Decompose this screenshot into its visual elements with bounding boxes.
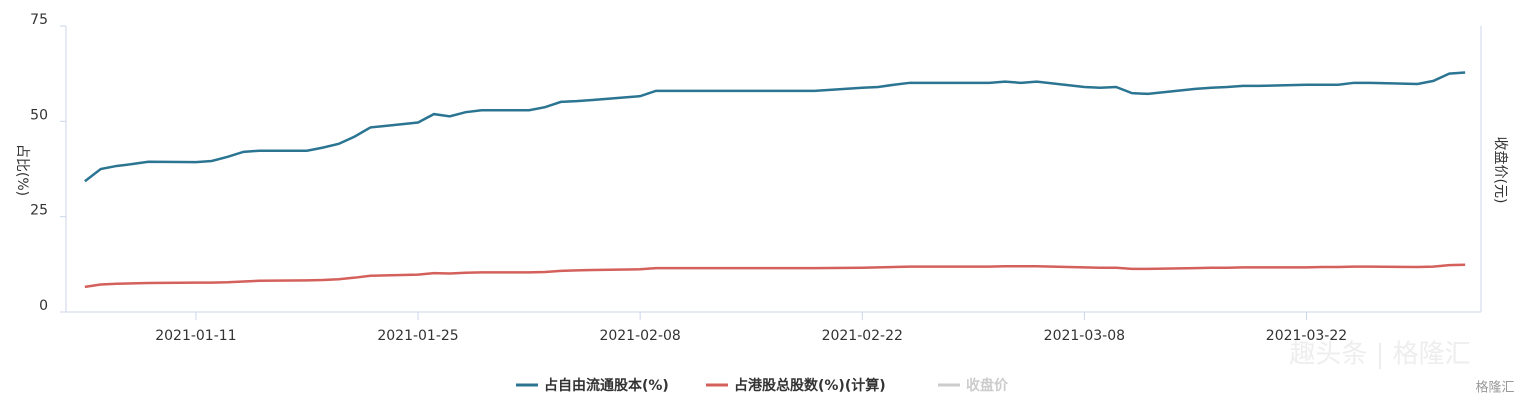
y-axis-label: 占比(%) — [14, 144, 30, 196]
x-tick-label: 2021-02-08 — [599, 328, 680, 344]
y-tick-label: 0 — [39, 298, 48, 314]
series-line — [84, 263, 1466, 289]
x-tick-label: 2021-01-11 — [155, 328, 236, 344]
logo: 格隆汇 — [1475, 380, 1514, 396]
series-line — [84, 71, 1466, 183]
x-tick-label: 2021-01-25 — [377, 328, 458, 344]
legend-label[interactable]: 占港股总股数(%)(计算) — [734, 377, 886, 394]
legend-label[interactable]: 收盘价 — [966, 377, 1009, 394]
y-tick-label: 50 — [30, 107, 48, 123]
watermark: 趣头条 | 格隆汇 — [1289, 340, 1470, 370]
legend-label[interactable]: 占自由流通股本(%) — [544, 377, 669, 394]
y-tick-label: 25 — [30, 203, 48, 219]
y2-axis-label: 收盘价(元) — [1492, 137, 1509, 204]
y-tick-label: 75 — [30, 12, 48, 28]
x-tick-label: 2021-03-22 — [1266, 328, 1347, 344]
x-tick-label: 2021-02-22 — [822, 328, 903, 344]
x-tick-label: 2021-03-08 — [1044, 328, 1125, 344]
